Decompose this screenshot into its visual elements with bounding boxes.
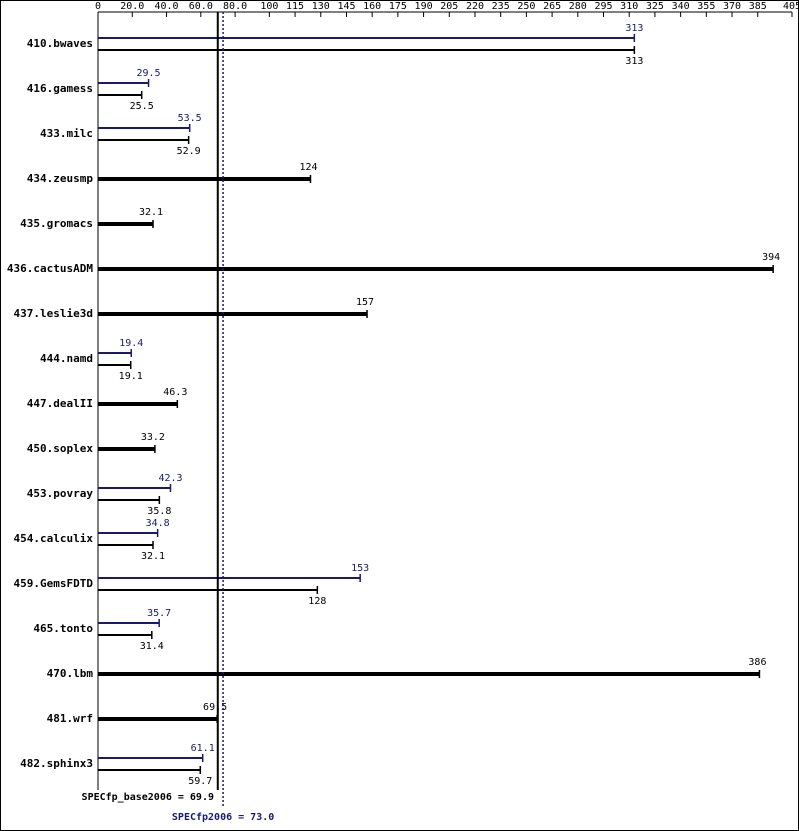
value-label: 25.5 <box>130 101 154 112</box>
x-tick-label: 20.0 <box>120 1 144 12</box>
value-label: 35.8 <box>147 506 171 517</box>
category-label: 481.wrf <box>47 712 93 725</box>
x-tick-label: 265 <box>543 1 561 12</box>
value-label: 33.2 <box>141 432 165 443</box>
category-label: 454.calculix <box>14 532 94 545</box>
category-label: 444.namd <box>40 352 93 365</box>
x-tick-label: 405 <box>783 1 799 12</box>
category-label: 453.povray <box>27 487 94 500</box>
value-label: 128 <box>308 596 326 607</box>
category-label: 435.gromacs <box>20 217 93 230</box>
x-tick-label: 80.0 <box>223 1 247 12</box>
x-tick-label: 145 <box>337 1 355 12</box>
x-tick-label: 325 <box>646 1 664 12</box>
x-tick-label: 310 <box>620 1 638 12</box>
value-label: 34.8 <box>146 518 170 529</box>
value-label: 46.3 <box>163 387 187 398</box>
category-label: 447.dealII <box>27 397 93 410</box>
category-label: 410.bwaves <box>27 37 93 50</box>
value-label: 32.1 <box>141 551 165 562</box>
value-label: 53.5 <box>178 113 202 124</box>
category-label: 470.lbm <box>47 667 94 680</box>
value-label: 35.7 <box>147 608 171 619</box>
category-label: 482.sphinx3 <box>20 757 93 770</box>
reference-label: SPECfp_base2006 = 69.9 <box>82 792 214 803</box>
value-label: 394 <box>762 252 780 263</box>
category-label: 450.soplex <box>27 442 94 455</box>
x-tick-label: 370 <box>723 1 741 12</box>
x-tick-label: 235 <box>492 1 510 12</box>
reference-label: SPECfp2006 = 73.0 <box>172 812 274 823</box>
value-label: 313 <box>625 23 643 34</box>
value-label: 313 <box>625 56 643 67</box>
value-label: 124 <box>299 162 317 173</box>
value-label: 69.5 <box>203 702 227 713</box>
x-tick-label: 250 <box>517 1 535 12</box>
x-tick-label: 115 <box>286 1 304 12</box>
x-tick-label: 385 <box>749 1 767 12</box>
category-label: 437.leslie3d <box>14 307 93 320</box>
value-label: 29.5 <box>137 68 161 79</box>
x-tick-label: 60.0 <box>189 1 213 12</box>
x-tick-label: 190 <box>415 1 433 12</box>
value-label: 32.1 <box>139 207 163 218</box>
value-label: 19.4 <box>119 338 143 349</box>
category-label: 436.cactusADM <box>7 262 93 275</box>
x-tick-label: 340 <box>672 1 690 12</box>
x-tick-label: 100 <box>260 1 278 12</box>
category-label: 433.milc <box>40 127 93 140</box>
x-tick-label: 205 <box>440 1 458 12</box>
x-tick-label: 160 <box>363 1 381 12</box>
category-label: 434.zeusmp <box>27 172 94 185</box>
category-label: 459.GemsFDTD <box>14 577 94 590</box>
value-label: 19.1 <box>119 371 143 382</box>
x-tick-label: 0 <box>95 1 101 12</box>
x-tick-label: 295 <box>594 1 612 12</box>
value-label: 386 <box>748 657 766 668</box>
value-label: 59.7 <box>188 776 212 787</box>
value-label: 52.9 <box>177 146 201 157</box>
category-label: 416.gamess <box>27 82 93 95</box>
value-label: 31.4 <box>140 641 164 652</box>
value-label: 42.3 <box>158 473 182 484</box>
value-label: 153 <box>351 563 369 574</box>
x-tick-label: 175 <box>389 1 407 12</box>
value-label: 61.1 <box>191 743 215 754</box>
x-tick-label: 280 <box>569 1 587 12</box>
x-tick-label: 40.0 <box>154 1 178 12</box>
value-label: 157 <box>356 297 374 308</box>
x-tick-label: 130 <box>312 1 330 12</box>
x-tick-label: 220 <box>466 1 484 12</box>
category-label: 465.tonto <box>33 622 93 635</box>
x-tick-label: 355 <box>697 1 715 12</box>
